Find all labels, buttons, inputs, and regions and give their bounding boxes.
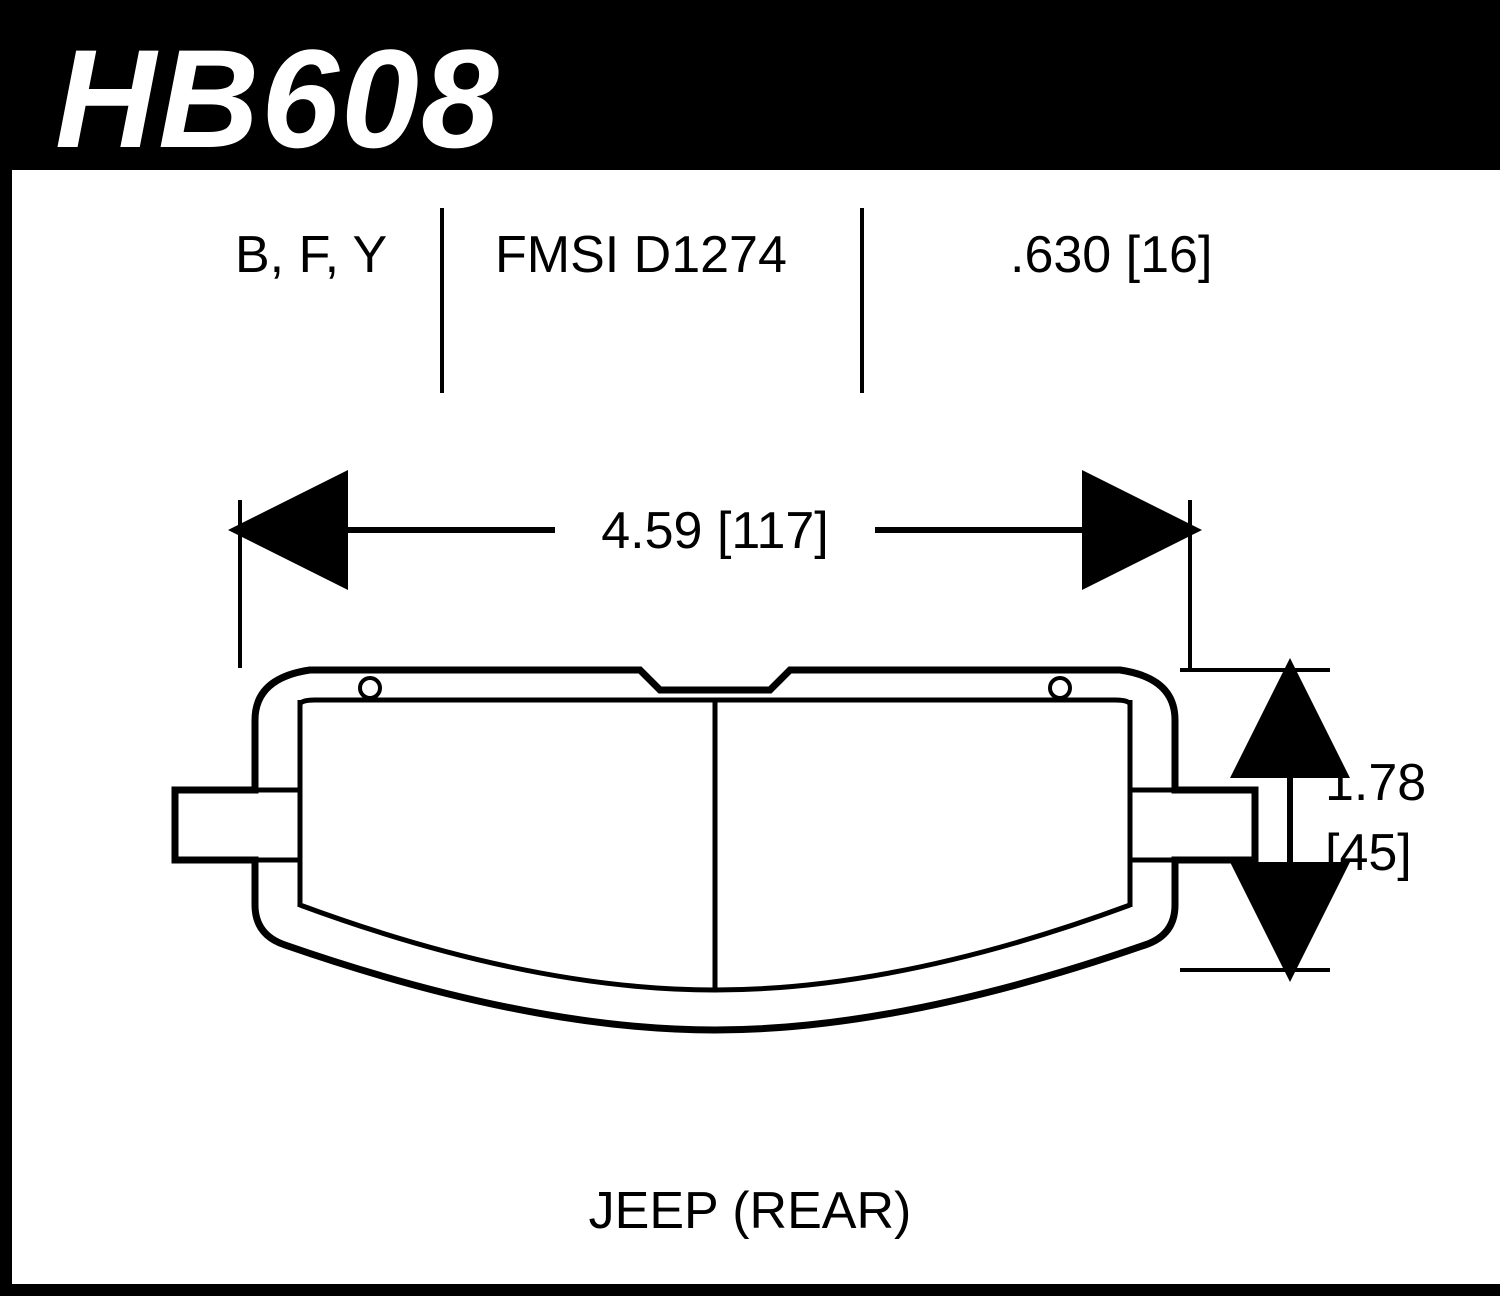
height-label-mm: [45] — [1325, 824, 1412, 882]
height-dimension: 1.78 [45] — [1180, 670, 1426, 970]
width-label: 4.59 [117] — [601, 502, 828, 560]
width-dimension: 4.59 [117] — [240, 500, 1190, 668]
diagram-svg: 4.59 [117] 1.78 [45] — [0, 0, 1500, 1296]
page: HB608 B, F, Y FMSI D1274 .630 [16] 4.59 … — [0, 0, 1500, 1296]
caption: JEEP (REAR) — [0, 1181, 1500, 1241]
height-label-in: 1.78 — [1325, 754, 1426, 812]
brake-pad-outline — [175, 670, 1255, 1030]
